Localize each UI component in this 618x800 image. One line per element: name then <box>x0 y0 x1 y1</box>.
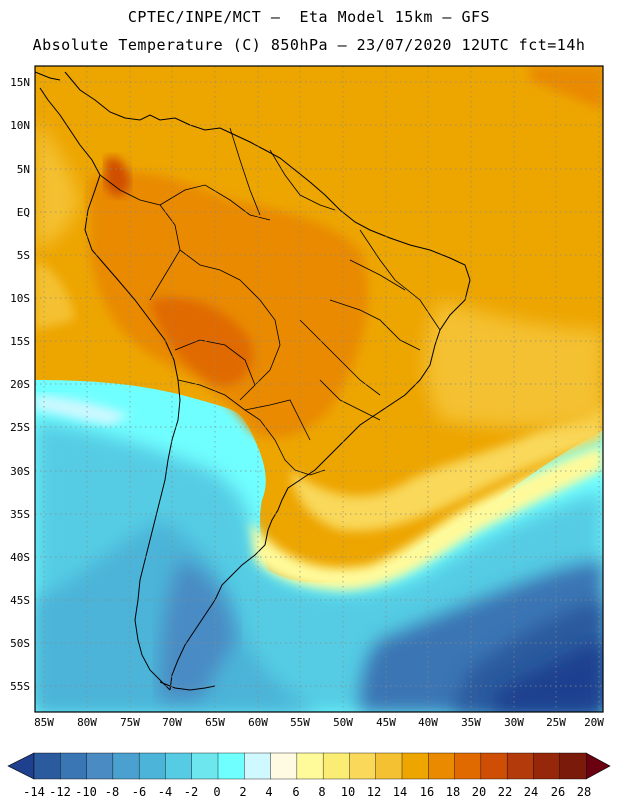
colorbar-swatch <box>296 752 324 780</box>
lon-label: 35W <box>461 716 481 729</box>
lon-label: 60W <box>248 716 268 729</box>
colorbar-swatch <box>428 752 456 780</box>
lon-label: 85W <box>34 716 54 729</box>
colorbar-label: 6 <box>292 785 299 799</box>
colorbar-label: -10 <box>75 785 97 799</box>
colorbar-label: 2 <box>239 785 246 799</box>
colorbar-boxes <box>33 752 587 780</box>
lon-label: 45W <box>376 716 396 729</box>
lon-label: 20W <box>584 716 604 729</box>
lon-label: 80W <box>77 716 97 729</box>
colorbar-swatch <box>480 752 508 780</box>
colorbar-label: 20 <box>472 785 486 799</box>
lat-label: 50S <box>10 637 30 650</box>
lon-label: 40W <box>418 716 438 729</box>
colorbar-swatch <box>244 752 272 780</box>
lat-label: 20S <box>10 378 30 391</box>
lon-label: 70W <box>162 716 182 729</box>
colorbar-label: 14 <box>393 785 407 799</box>
colorbar-swatch <box>138 752 166 780</box>
colorbar-label: -12 <box>49 785 71 799</box>
lat-label: 25S <box>10 421 30 434</box>
lat-label: 15S <box>10 335 30 348</box>
map-subtitle: Absolute Temperature (C) 850hPa – 23/07/… <box>32 36 586 54</box>
lon-label: 30W <box>504 716 524 729</box>
lon-label: 65W <box>205 716 225 729</box>
colorbar-label: -8 <box>105 785 119 799</box>
colorbar-swatch <box>454 752 482 780</box>
lat-label: EQ <box>17 206 30 219</box>
lon-label: 75W <box>120 716 140 729</box>
lat-label: 10S <box>10 292 30 305</box>
colorbar-label: -2 <box>184 785 198 799</box>
lat-label: 15N <box>10 76 30 89</box>
colorbar-label: 12 <box>367 785 381 799</box>
colorbar-label: 24 <box>524 785 538 799</box>
lat-label: 30S <box>10 465 30 478</box>
colorbar-label: 8 <box>318 785 325 799</box>
colorbar-label: 28 <box>577 785 591 799</box>
colorbar-label: 26 <box>551 785 565 799</box>
colorbar-swatch <box>375 752 403 780</box>
colorbar-swatch <box>322 752 350 780</box>
colorbar-swatch <box>60 752 88 780</box>
colorbar-swatch <box>349 752 377 780</box>
colorbar-label: 22 <box>498 785 512 799</box>
colorbar-label: -6 <box>132 785 146 799</box>
colorbar-swatch <box>506 752 534 780</box>
colorbar: -14 -12 -10 -8 -6 -4 -2 0 2 4 6 8 10 12 … <box>7 752 611 799</box>
lat-label: 40S <box>10 551 30 564</box>
temperature-field <box>35 66 603 712</box>
lat-axis: 15N 10N 5N EQ 5S 10S 15S 20S 25S 30S 35S… <box>10 76 30 693</box>
country-borders <box>99 127 441 476</box>
lat-label: 55S <box>10 680 30 693</box>
colorbar-label: 16 <box>420 785 434 799</box>
colorbar-swatch <box>191 752 219 780</box>
colorbar-label: -14 <box>23 785 45 799</box>
map-title: CPTEC/INPE/MCT – Eta Model 15km – GFS <box>127 8 491 26</box>
colorbar-swatch <box>165 752 193 780</box>
lat-label: 5N <box>17 163 30 176</box>
colorbar-swatch <box>217 752 245 780</box>
colorbar-label: 18 <box>446 785 460 799</box>
colorbar-swatch <box>86 752 114 780</box>
colorbar-swatch <box>533 752 561 780</box>
lat-label: 45S <box>10 594 30 607</box>
lon-label: 25W <box>546 716 566 729</box>
colorbar-swatch <box>401 752 429 780</box>
colorbar-labels: -14 -12 -10 -8 -6 -4 -2 0 2 4 6 8 10 12 … <box>23 785 591 799</box>
lon-label: 50W <box>333 716 353 729</box>
lon-label: 55W <box>290 716 310 729</box>
colorbar-swatch <box>112 752 140 780</box>
map-frame <box>34 65 604 713</box>
colorbar-low-arrow <box>7 752 35 780</box>
colorbar-swatch <box>559 752 587 780</box>
colorbar-swatch <box>33 752 61 780</box>
lat-label: 5S <box>17 249 30 262</box>
colorbar-label: -4 <box>158 785 172 799</box>
lat-label: 10N <box>10 119 30 132</box>
colorbar-label: 10 <box>341 785 355 799</box>
colorbar-swatch <box>270 752 298 780</box>
lat-label: 35S <box>10 508 30 521</box>
colorbar-label: 4 <box>265 785 272 799</box>
colorbar-high-arrow <box>585 752 611 780</box>
lon-axis: 85W 80W 75W 70W 65W 60W 55W 50W 45W 40W … <box>34 716 604 729</box>
colorbar-label: 0 <box>213 785 220 799</box>
